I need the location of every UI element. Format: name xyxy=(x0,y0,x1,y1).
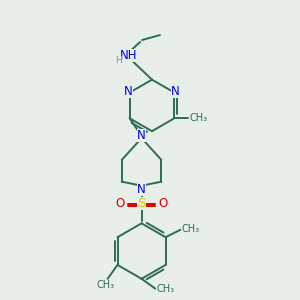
Text: N: N xyxy=(137,183,146,196)
Text: CH₃: CH₃ xyxy=(156,284,174,294)
Text: CH₃: CH₃ xyxy=(97,280,115,290)
Text: NH: NH xyxy=(119,50,137,62)
Text: N: N xyxy=(124,85,133,98)
Text: O: O xyxy=(159,197,168,210)
Text: N: N xyxy=(171,85,180,98)
Text: S: S xyxy=(137,197,146,210)
Text: H: H xyxy=(115,56,122,65)
Text: CH₃: CH₃ xyxy=(181,224,200,234)
Text: O: O xyxy=(115,197,124,210)
Text: N: N xyxy=(137,129,146,142)
Text: CH₃: CH₃ xyxy=(189,113,207,123)
